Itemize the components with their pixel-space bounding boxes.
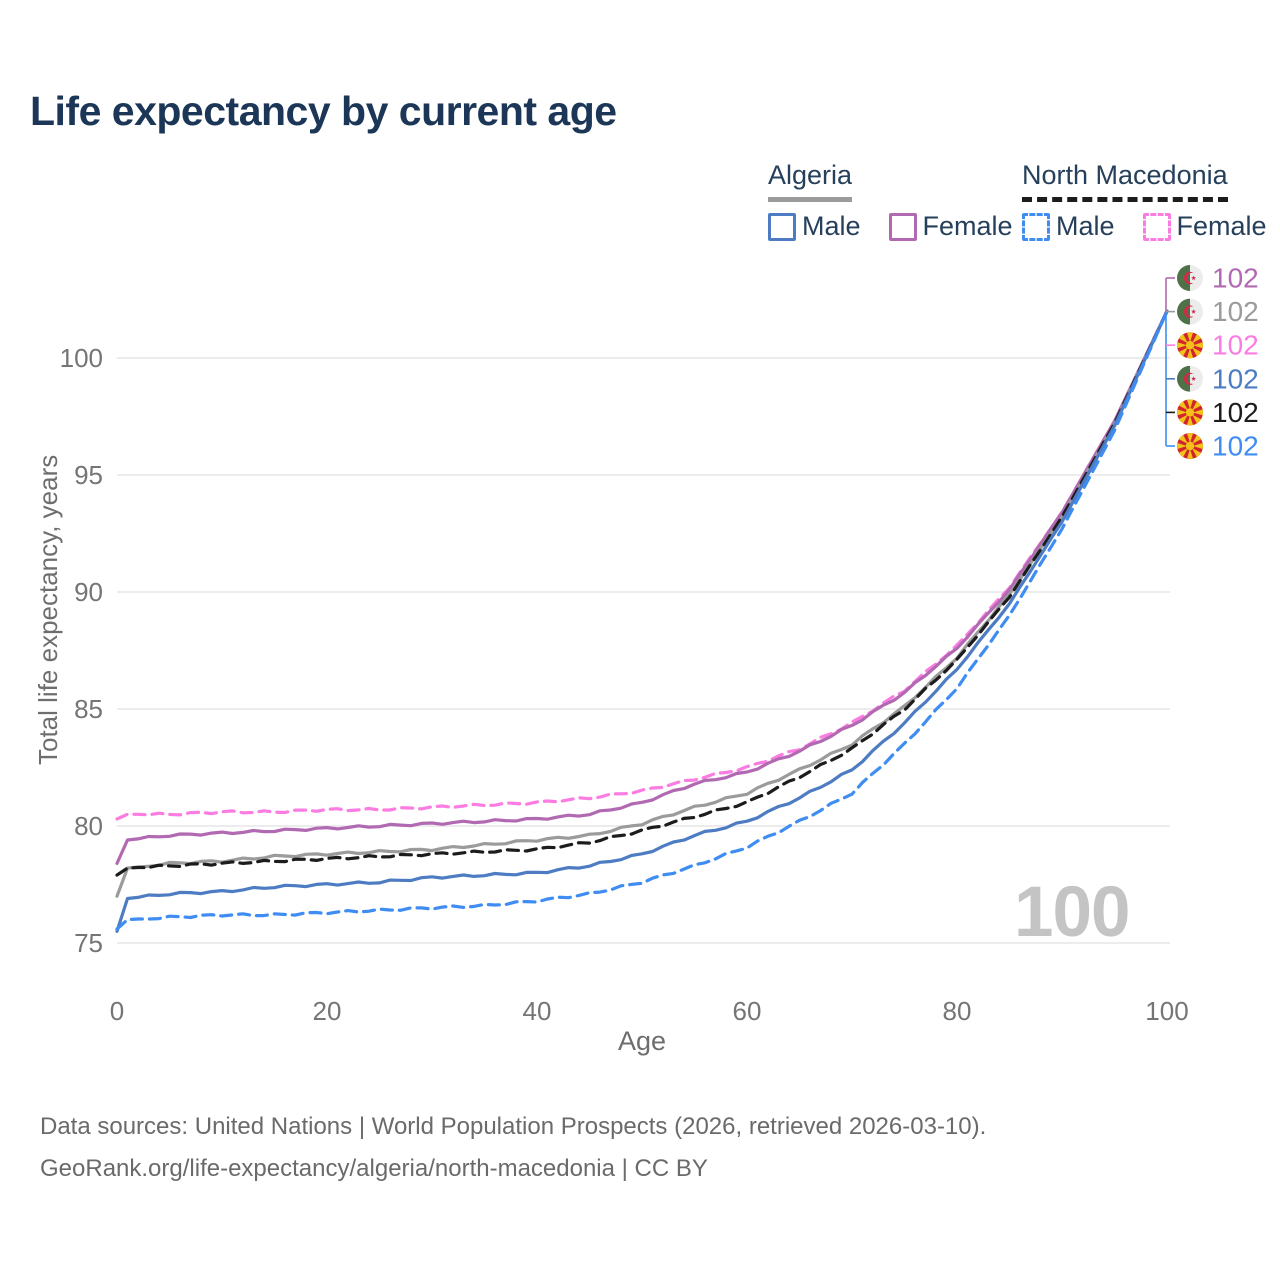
- legend-group-title-algeria[interactable]: Algeria: [768, 160, 853, 202]
- y-tick-label-95: 95: [74, 460, 103, 490]
- line-north-macedonia-female: [115, 309, 1169, 821]
- legend-swatch-north-macedonia-male[interactable]: [1022, 212, 1050, 241]
- end-label-value: 102: [1212, 263, 1259, 294]
- watermark-age-value: 100: [1014, 873, 1130, 952]
- line-north-macedonia-male: [115, 309, 1169, 931]
- north-macedonia-flag-icon: [1177, 399, 1203, 426]
- end-label-value: 102: [1212, 397, 1259, 428]
- end-label-value: 102: [1212, 431, 1259, 462]
- x-tick-label-60: 60: [733, 996, 762, 1026]
- footer-data-sources: Data sources: United Nations | World Pop…: [40, 1113, 987, 1140]
- end-label-value: 102: [1212, 363, 1259, 394]
- footer: Data sources: United Nations | World Pop…: [40, 1106, 986, 1190]
- legend-swatch-north-macedonia-female[interactable]: [1142, 212, 1171, 241]
- y-tick-label-100: 100: [60, 343, 103, 373]
- legend-label-algeria-male[interactable]: Male: [802, 211, 861, 241]
- end-label-value: 102: [1212, 330, 1259, 361]
- y-axis-title: Total life expectancy, years: [33, 454, 63, 766]
- legend-group-title-north-macedonia[interactable]: North Macedonia: [1022, 160, 1228, 202]
- algeria-flag-icon: [1177, 265, 1203, 291]
- end-label-value: 102: [1212, 296, 1259, 327]
- x-tick-label-0: 0: [110, 996, 124, 1026]
- legend-group-north-macedonia: North Macedonia Male Female: [1022, 160, 1280, 242]
- legend-swatch-algeria-female[interactable]: [888, 212, 917, 241]
- algeria-flag-icon: [1177, 298, 1203, 325]
- page-title: Life expectancy by current age: [30, 88, 617, 134]
- y-tick-label-80: 80: [74, 811, 103, 841]
- north-macedonia-flag-icon: [1177, 433, 1203, 459]
- north-macedonia-flag-icon: [1177, 332, 1203, 359]
- x-tick-label-40: 40: [523, 996, 552, 1026]
- footer-attribution-link: GeoRank.org/life-expectancy/algeria/nort…: [40, 1155, 708, 1182]
- legend-group-algeria: Algeria Male Female: [768, 160, 1035, 242]
- line-algeria-female: [115, 309, 1169, 866]
- line-north-macedonia-both-sexes: [115, 309, 1169, 877]
- y-tick-label-90: 90: [74, 577, 103, 607]
- algeria-flag-icon: [1177, 365, 1203, 392]
- legend-label-north-macedonia-female[interactable]: Female: [1176, 211, 1267, 241]
- line-algeria-male: [115, 309, 1169, 933]
- x-tick-label-20: 20: [313, 996, 342, 1026]
- y-tick-label-75: 75: [74, 928, 103, 958]
- legend-label-north-macedonia-male[interactable]: Male: [1056, 211, 1115, 241]
- y-tick-label-85: 85: [74, 694, 103, 724]
- legend-swatch-algeria-male[interactable]: [768, 212, 796, 241]
- x-tick-label-100: 100: [1145, 996, 1188, 1026]
- x-axis-title: Age: [617, 1026, 667, 1056]
- x-tick-label-80: 80: [943, 996, 972, 1026]
- legend-label-algeria-female[interactable]: Female: [922, 211, 1013, 241]
